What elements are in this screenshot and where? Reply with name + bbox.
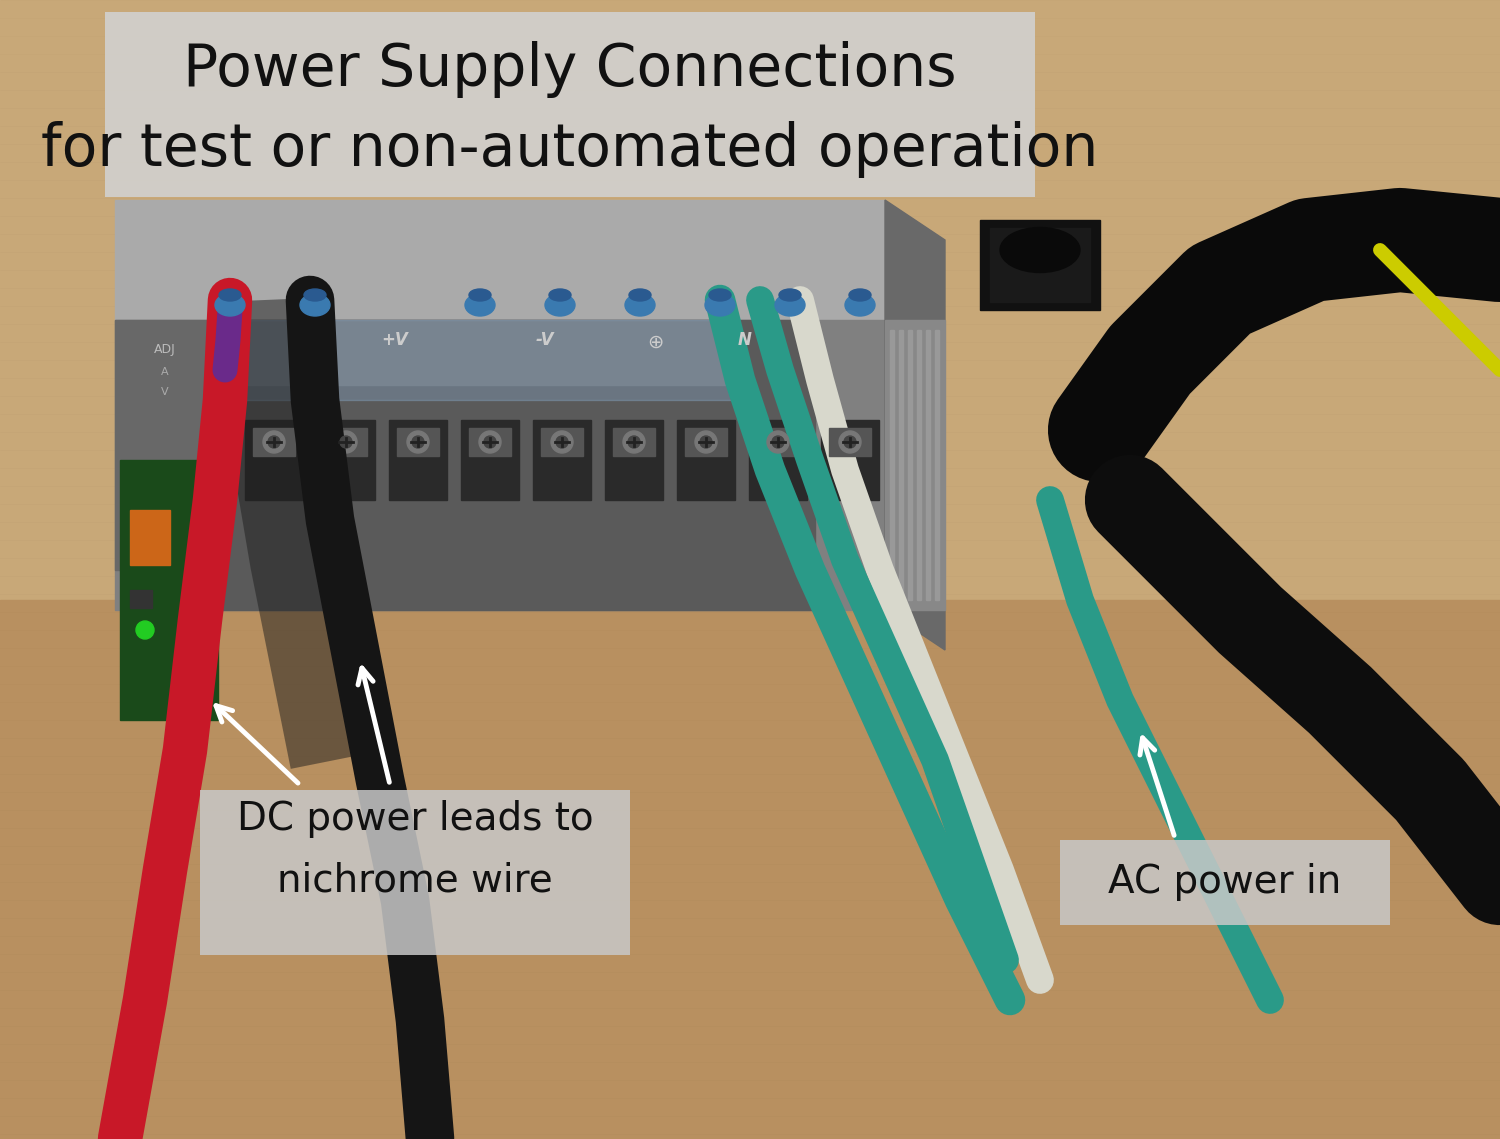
Circle shape — [136, 621, 154, 639]
Text: AC power in: AC power in — [1108, 863, 1341, 901]
Bar — [130, 590, 152, 608]
Text: DC power leads to
nichrome wire: DC power leads to nichrome wire — [237, 800, 594, 900]
Ellipse shape — [544, 294, 574, 316]
Ellipse shape — [844, 294, 874, 316]
Ellipse shape — [628, 289, 651, 301]
Bar — [120, 460, 218, 720]
Bar — [316, 420, 375, 500]
Polygon shape — [885, 200, 945, 650]
Bar — [830, 428, 872, 456]
Text: ⊕: ⊕ — [646, 333, 663, 352]
Bar — [898, 330, 903, 600]
Text: V: V — [160, 387, 170, 398]
Bar — [116, 320, 885, 611]
Bar — [398, 428, 439, 456]
Bar — [244, 420, 303, 500]
Bar — [214, 320, 814, 611]
Circle shape — [556, 436, 568, 448]
Bar — [254, 428, 296, 456]
Bar — [130, 510, 170, 565]
Bar — [614, 428, 656, 456]
Bar — [758, 428, 800, 456]
Bar — [916, 330, 921, 600]
Text: -V: -V — [536, 331, 555, 349]
Bar — [908, 330, 912, 600]
Ellipse shape — [549, 289, 572, 301]
Text: +V: +V — [381, 331, 408, 349]
Circle shape — [839, 431, 861, 453]
Ellipse shape — [778, 289, 801, 301]
Bar — [470, 428, 512, 456]
Bar — [980, 220, 1100, 310]
Ellipse shape — [304, 289, 326, 301]
Ellipse shape — [776, 294, 806, 316]
Bar — [821, 420, 879, 500]
Circle shape — [478, 431, 501, 453]
Circle shape — [268, 436, 280, 448]
Text: N: N — [738, 331, 752, 349]
Circle shape — [766, 431, 789, 453]
Ellipse shape — [705, 294, 735, 316]
Bar — [116, 320, 214, 570]
Circle shape — [484, 436, 496, 448]
Circle shape — [550, 431, 573, 453]
Bar — [1060, 839, 1390, 925]
Bar — [542, 428, 584, 456]
Ellipse shape — [710, 289, 730, 301]
Circle shape — [340, 436, 352, 448]
Circle shape — [406, 431, 429, 453]
Bar — [676, 420, 735, 500]
Bar — [885, 320, 945, 611]
Bar — [748, 420, 807, 500]
Bar — [686, 428, 728, 456]
Circle shape — [772, 436, 784, 448]
Circle shape — [694, 431, 717, 453]
Ellipse shape — [470, 289, 490, 301]
Bar — [926, 330, 930, 600]
Bar — [214, 320, 735, 400]
Circle shape — [622, 431, 645, 453]
Circle shape — [334, 431, 357, 453]
Ellipse shape — [1000, 228, 1080, 272]
Circle shape — [413, 436, 424, 448]
Bar — [326, 428, 368, 456]
Bar — [460, 420, 519, 500]
Bar — [214, 320, 735, 385]
Bar — [990, 228, 1090, 302]
Bar — [934, 330, 939, 600]
Bar — [890, 330, 894, 600]
Ellipse shape — [849, 289, 871, 301]
Text: for test or non-automated operation: for test or non-automated operation — [42, 122, 1098, 179]
Bar — [532, 420, 591, 500]
Text: ADJ: ADJ — [154, 344, 176, 357]
Bar — [200, 790, 630, 954]
Bar — [105, 13, 1035, 197]
Circle shape — [262, 431, 285, 453]
Ellipse shape — [300, 294, 330, 316]
Ellipse shape — [626, 294, 656, 316]
Text: Power Supply Connections: Power Supply Connections — [183, 41, 957, 98]
Ellipse shape — [219, 289, 242, 301]
Circle shape — [700, 436, 712, 448]
Text: A: A — [160, 367, 170, 377]
Ellipse shape — [214, 294, 244, 316]
Bar — [0, 600, 1500, 1139]
Bar — [604, 420, 663, 500]
Ellipse shape — [465, 294, 495, 316]
Bar — [116, 200, 885, 320]
Circle shape — [628, 436, 640, 448]
Bar — [388, 420, 447, 500]
Circle shape — [844, 436, 856, 448]
